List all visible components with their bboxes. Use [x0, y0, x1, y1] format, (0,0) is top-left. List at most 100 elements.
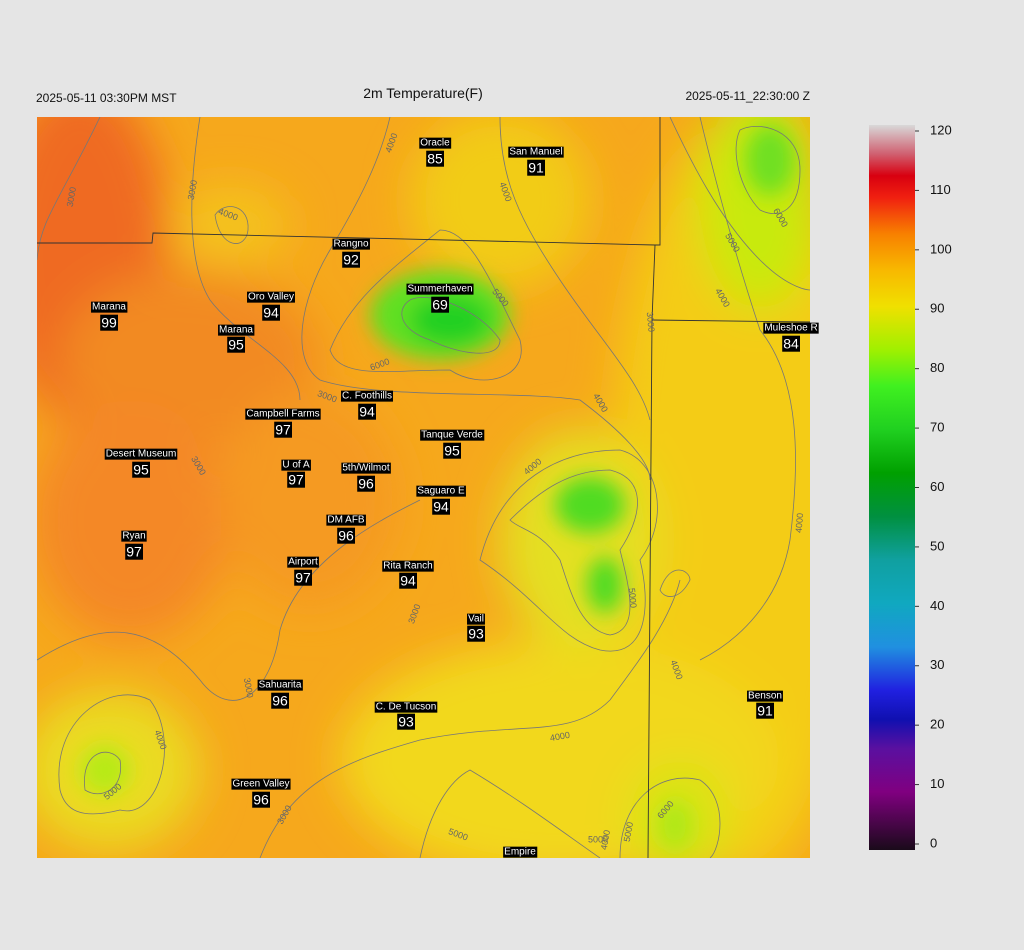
peak [587, 557, 623, 613]
station-value-bg [357, 475, 375, 492]
station-name: Campbell Farms [246, 409, 319, 420]
contour-label: 3000 [65, 186, 78, 207]
station-name: Muleshoe R [764, 323, 817, 334]
colorbar-tick-label: 90 [930, 301, 944, 316]
station-name-bg [231, 778, 291, 790]
station-value: 93 [468, 626, 484, 642]
station-value-bg [100, 314, 118, 331]
station-name-bg [91, 301, 128, 313]
peak [657, 800, 693, 850]
station-value-group: 97 [287, 471, 305, 488]
station-value-bg [358, 403, 376, 420]
station-name-group: Saguaro E [416, 485, 466, 497]
station-value-group: 96 [337, 527, 355, 544]
station-name: Rangno [333, 239, 368, 250]
station-name: Desert Museum [106, 449, 177, 460]
contour [401, 297, 501, 354]
contour-label: 3000 [242, 677, 255, 698]
station-value-bg [337, 527, 355, 544]
station-name-bg [340, 390, 394, 402]
green-peaks [80, 125, 795, 850]
county-line [647, 117, 661, 858]
station-name: Green Valley [232, 779, 289, 790]
station-value: 97 [288, 472, 304, 488]
station-value-bg [125, 543, 143, 560]
station-value-bg [443, 442, 461, 459]
station-name: Oracle [420, 138, 450, 149]
station-value: 94 [359, 404, 375, 420]
station-value: 95 [133, 462, 149, 478]
colorbar-tick-label: 10 [930, 776, 944, 791]
station-name: Summerhaven [407, 284, 472, 295]
colorbar-tick-label: 110 [930, 182, 951, 197]
station-name-group: Oracle [419, 137, 452, 149]
station-value-bg [271, 692, 289, 709]
station-name: C. De Tucson [376, 702, 437, 713]
colorbar-tick-label: 100 [930, 241, 952, 256]
colorbar-tick-label: 120 [930, 122, 952, 137]
county-lines [37, 117, 810, 858]
station-name-bg [467, 613, 485, 625]
station-name-group: Tanque Verde [420, 429, 485, 441]
station-value: 95 [228, 337, 244, 353]
station-name-group: Marana [218, 324, 255, 336]
station-value: 94 [263, 305, 279, 321]
contour [214, 206, 249, 244]
station-name-bg [508, 146, 564, 158]
station-value-bg [274, 421, 292, 438]
station-name-bg [245, 408, 321, 420]
station-name-bg [416, 485, 466, 497]
station-value: 96 [338, 528, 354, 544]
station-value-bg [782, 335, 800, 352]
contour [699, 117, 796, 661]
contour [479, 449, 658, 652]
station-value: 97 [275, 422, 291, 438]
contour [735, 126, 801, 214]
station-value-group: 92 [342, 251, 360, 268]
station-name-bg [420, 429, 485, 441]
station-value: 99 [101, 315, 117, 331]
station-name-bg [382, 560, 434, 572]
station-name-group: Green Valley [231, 778, 291, 790]
station-name-bg [341, 462, 391, 474]
station-value-group: 94 [432, 498, 450, 515]
header-right: 2025-05-11_22:30:00 Z [685, 89, 810, 103]
station-value: 95 [444, 443, 460, 459]
cool-zone [170, 185, 290, 265]
station-value-group: 85 [426, 150, 444, 167]
contour [84, 751, 122, 795]
station-value-group: 84 [782, 335, 800, 352]
station-value-bg [426, 150, 444, 167]
station-name-bg [406, 283, 474, 295]
station-value-group: 94 [358, 403, 376, 420]
station-value-bg [756, 702, 774, 719]
station-name-bg [419, 137, 452, 149]
contour [669, 117, 810, 291]
station-name-group: Sahuarita [257, 679, 303, 691]
station-value-group: 96 [252, 791, 270, 808]
station-name-group: Vail [467, 613, 485, 625]
peak [410, 295, 490, 345]
station-name-group: Airport [287, 556, 319, 568]
contour [499, 117, 651, 421]
colorbar-tick-label: 50 [930, 538, 944, 553]
hot-zone [220, 390, 400, 610]
station-value-group: 91 [527, 159, 545, 176]
station-name-group: San Manuel [508, 146, 564, 158]
colorbar-tick-label: 60 [930, 479, 944, 494]
station-value: 69 [432, 297, 448, 313]
station-name: Vail [468, 614, 484, 625]
station-value-group: 96 [357, 475, 375, 492]
station-name-bg [747, 690, 783, 702]
station-value-bg [431, 296, 449, 313]
station-name-group: Ryan [121, 530, 147, 542]
station-name-bg [287, 556, 319, 568]
station-name: San Manuel [509, 147, 562, 158]
station-name: DM AFB [327, 515, 365, 526]
contour-label: 4000 [549, 730, 570, 743]
colorbar-tick-label: 40 [930, 598, 944, 613]
station-name-bg [763, 322, 819, 334]
station-value-bg [294, 569, 312, 586]
